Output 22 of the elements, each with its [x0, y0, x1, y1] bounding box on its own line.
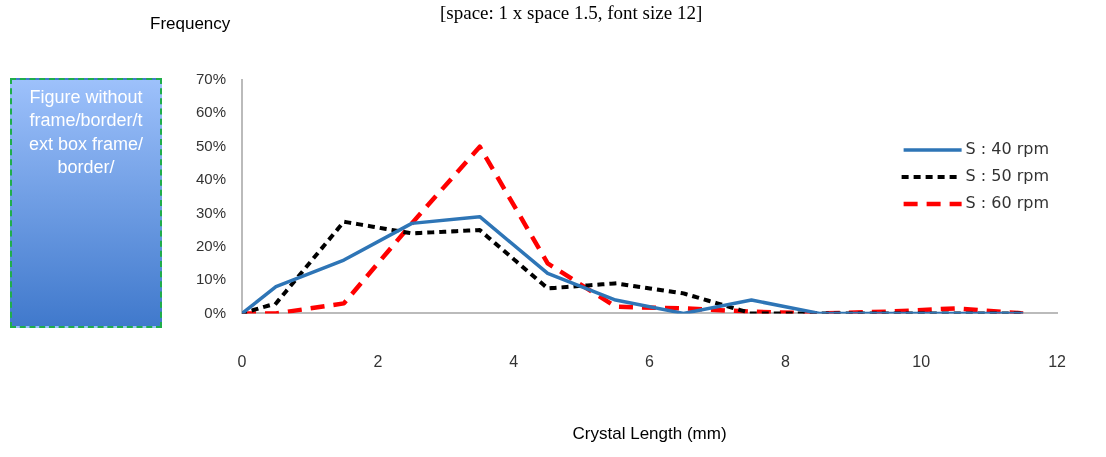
- legend-label: S : 50 rpm: [965, 166, 1050, 186]
- x-tick-label: 6: [645, 353, 655, 371]
- legend-label: S : 60 rpm: [965, 193, 1050, 213]
- x-tick-label: 4: [509, 353, 519, 371]
- text: [space: 1 x space 1.5, font size 12]: [440, 2, 703, 24]
- y-tick-label: 40%: [195, 170, 227, 188]
- x-tick-label: 2: [373, 353, 383, 371]
- text: Figure without frame/border/text box frame/border/: [10, 78, 162, 328]
- y-tick-label: 70%: [195, 70, 227, 88]
- x-axis-title: Crystal Length (mm): [572, 424, 727, 444]
- x-tick-label: 0: [237, 353, 247, 371]
- y-tick-label: 0%: [204, 303, 227, 321]
- legend-label: S : 40 rpm: [965, 139, 1050, 159]
- y-tick-label: 20%: [195, 236, 227, 254]
- y-tick-label: 60%: [195, 103, 227, 121]
- x-tick-label: 10: [912, 353, 931, 371]
- x-tick-label: 8: [780, 353, 790, 371]
- x-tick-label: 12: [1048, 353, 1067, 371]
- y-tick-label: 50%: [195, 136, 227, 154]
- y-tick-label: 10%: [195, 270, 227, 288]
- y-axis-title: Frequency: [150, 14, 231, 34]
- y-tick-label: 30%: [195, 203, 227, 221]
